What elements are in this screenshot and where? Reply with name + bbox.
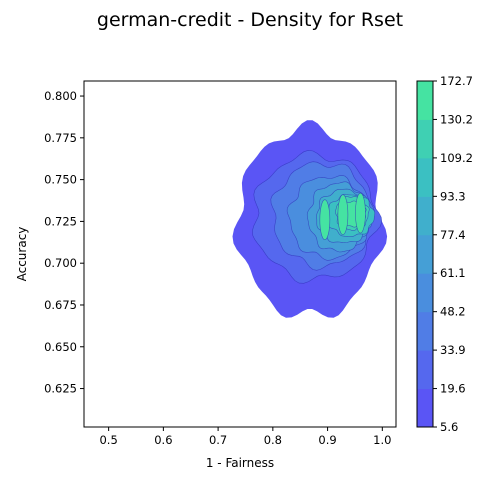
colorbar-tick-label: 130.2 xyxy=(440,112,473,126)
colorbar-segment xyxy=(417,311,433,351)
colorbar-segment xyxy=(417,388,433,428)
colorbar-tick-label: 19.6 xyxy=(440,382,466,396)
colorbar-tick-label: 77.4 xyxy=(440,228,466,242)
y-tick-label: 0.725 xyxy=(44,214,77,228)
colorbar-segment xyxy=(417,157,433,197)
colorbar-tick-label: 33.9 xyxy=(440,343,466,357)
chart-title: german-credit - Density for Rset xyxy=(97,9,403,31)
y-tick-label: 0.750 xyxy=(44,173,77,187)
colorbar-tick-label: 109.2 xyxy=(440,151,473,165)
density-contours xyxy=(232,120,388,318)
colorbar: 5.6 19.6 33.9 48.2 61.1 77.4 93.3 109.2 130.2 172… xyxy=(416,74,473,434)
y-tick-label: 0.775 xyxy=(44,131,77,145)
x-tick-label: 0.9 xyxy=(318,433,336,447)
colorbar-tick-label: 5.6 xyxy=(440,420,458,434)
density-peak xyxy=(355,192,366,234)
colorbar-tick-label: 61.1 xyxy=(440,266,466,280)
colorbar-tick-label: 172.7 xyxy=(440,74,473,88)
x-tick-label: 1.0 xyxy=(373,433,391,447)
y-tick-label: 0.675 xyxy=(44,298,77,312)
x-tick-label: 0.5 xyxy=(99,433,117,447)
x-tick-label: 0.6 xyxy=(154,433,172,447)
y-tick-label: 0.625 xyxy=(44,382,77,396)
colorbar-segment xyxy=(417,350,433,390)
density-peak xyxy=(337,194,349,236)
y-tick-label: 0.650 xyxy=(44,340,77,354)
y-tick-label: 0.800 xyxy=(44,89,77,103)
colorbar-frame xyxy=(416,80,434,428)
colorbar-segment xyxy=(417,234,433,274)
colorbar-segment xyxy=(417,273,433,313)
colorbar-tick-label: 93.3 xyxy=(440,189,466,203)
plot-frame xyxy=(83,80,397,428)
y-axis-ticks: 0.625 0.650 0.675 0.700 0.725 0.750 0.775 0.800 xyxy=(44,89,84,396)
y-tick-label: 0.700 xyxy=(44,256,77,270)
colorbar-segment xyxy=(417,119,433,159)
x-axis-label: 1 - Fairness xyxy=(206,456,274,470)
x-axis-ticks: 0.5 0.6 0.7 0.8 0.9 1.0 xyxy=(99,427,391,447)
colorbar-segment xyxy=(417,81,433,120)
colorbar-tick-label: 48.2 xyxy=(440,305,466,319)
x-tick-label: 0.7 xyxy=(209,433,227,447)
density-peak xyxy=(319,199,331,241)
x-tick-label: 0.8 xyxy=(264,433,282,447)
y-axis-label: Accuracy xyxy=(15,227,29,282)
colorbar-segment xyxy=(417,196,433,236)
